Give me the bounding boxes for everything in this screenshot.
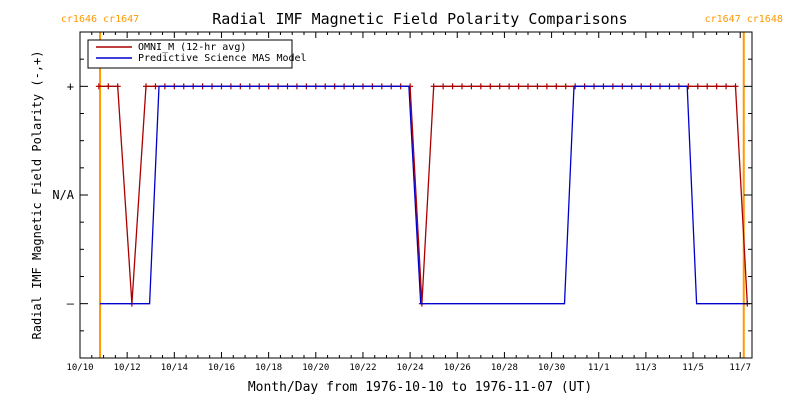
series-line: [100, 85, 748, 305]
data-point-marker: [534, 83, 541, 90]
data-point-marker: [553, 83, 560, 90]
data-point-marker: [430, 83, 437, 90]
x-tick-label: 10/20: [302, 363, 329, 373]
data-point-marker: [713, 83, 720, 90]
x-tick-label: 10/28: [491, 363, 518, 373]
x-tick-label: 11/7: [729, 363, 751, 373]
x-tick-label: 10/26: [444, 363, 471, 373]
data-point-marker: [704, 83, 711, 90]
legend-entry: OMNI_M (12-hr avg): [138, 42, 246, 53]
y-axis-label: Radial IMF Magnetic Field Polarity (-,+): [30, 51, 44, 340]
data-point-marker: [458, 83, 465, 90]
data-point-marker: [543, 83, 550, 90]
x-tick-label: 11/5: [682, 363, 704, 373]
data-point-marker: [732, 83, 739, 90]
x-axis-label: Month/Day from 1976-10-10 to 1976-11-07 …: [248, 380, 592, 395]
data-point-marker: [562, 83, 569, 90]
x-tick-label: 10/22: [349, 363, 376, 373]
series-line: [98, 85, 748, 304]
data-point-marker: [105, 83, 112, 90]
x-tick-label: 10/18: [255, 363, 282, 373]
y-tick-label: –: [67, 297, 75, 311]
data-point-marker: [694, 83, 701, 90]
x-tick-label: 11/3: [635, 363, 657, 373]
x-tick-label: 11/1: [588, 363, 610, 373]
data-point-marker: [468, 83, 475, 90]
data-point-marker: [477, 83, 484, 90]
data-point-marker: [114, 83, 121, 90]
carrington-label: cr1646 cr1647: [61, 14, 139, 25]
x-tick-label: 10/16: [208, 363, 235, 373]
y-tick-label: +: [67, 79, 74, 93]
data-point-marker: [723, 83, 730, 90]
data-point-marker: [95, 83, 102, 90]
carrington-label: cr1647 cr1648: [705, 14, 783, 25]
data-point-marker: [525, 83, 531, 90]
x-tick-label: 10/24: [397, 363, 424, 373]
data-point-marker: [449, 83, 456, 90]
x-tick-label: 10/30: [538, 363, 565, 373]
data-point-marker: [515, 83, 522, 90]
y-tick-label: N/A: [52, 188, 74, 202]
legend-box: [87, 39, 293, 69]
data-point-marker: [143, 83, 150, 90]
data-point-marker: [440, 83, 447, 90]
data-point-marker: [496, 83, 503, 90]
x-tick-label: 10/12: [114, 363, 141, 373]
chart-title: Radial IMF Magnetic Field Polarity Compa…: [212, 10, 627, 28]
data-point-marker: [506, 83, 513, 90]
data-point-marker: [152, 83, 159, 90]
data-point-marker: [487, 83, 494, 90]
legend-entry: Predictive Science MAS Model: [138, 53, 307, 64]
x-tick-label: 10/10: [66, 363, 93, 373]
x-tick-label: 10/14: [161, 363, 188, 373]
